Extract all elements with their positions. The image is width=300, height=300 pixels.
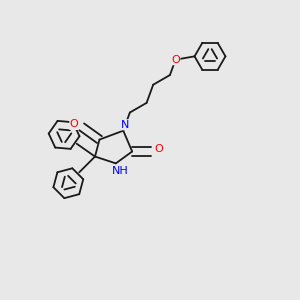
Text: NH: NH: [112, 166, 129, 176]
Text: N: N: [121, 120, 129, 130]
Text: O: O: [154, 144, 163, 154]
Text: O: O: [171, 55, 180, 65]
Text: O: O: [70, 119, 79, 129]
